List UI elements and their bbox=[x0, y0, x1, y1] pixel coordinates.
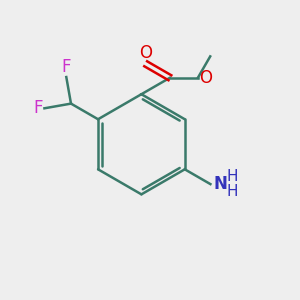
Text: N: N bbox=[214, 175, 228, 193]
Text: F: F bbox=[61, 58, 71, 76]
Text: F: F bbox=[34, 99, 43, 117]
Text: H: H bbox=[226, 169, 238, 184]
Text: O: O bbox=[199, 69, 212, 87]
Text: O: O bbox=[139, 44, 152, 62]
Text: H: H bbox=[226, 184, 238, 199]
